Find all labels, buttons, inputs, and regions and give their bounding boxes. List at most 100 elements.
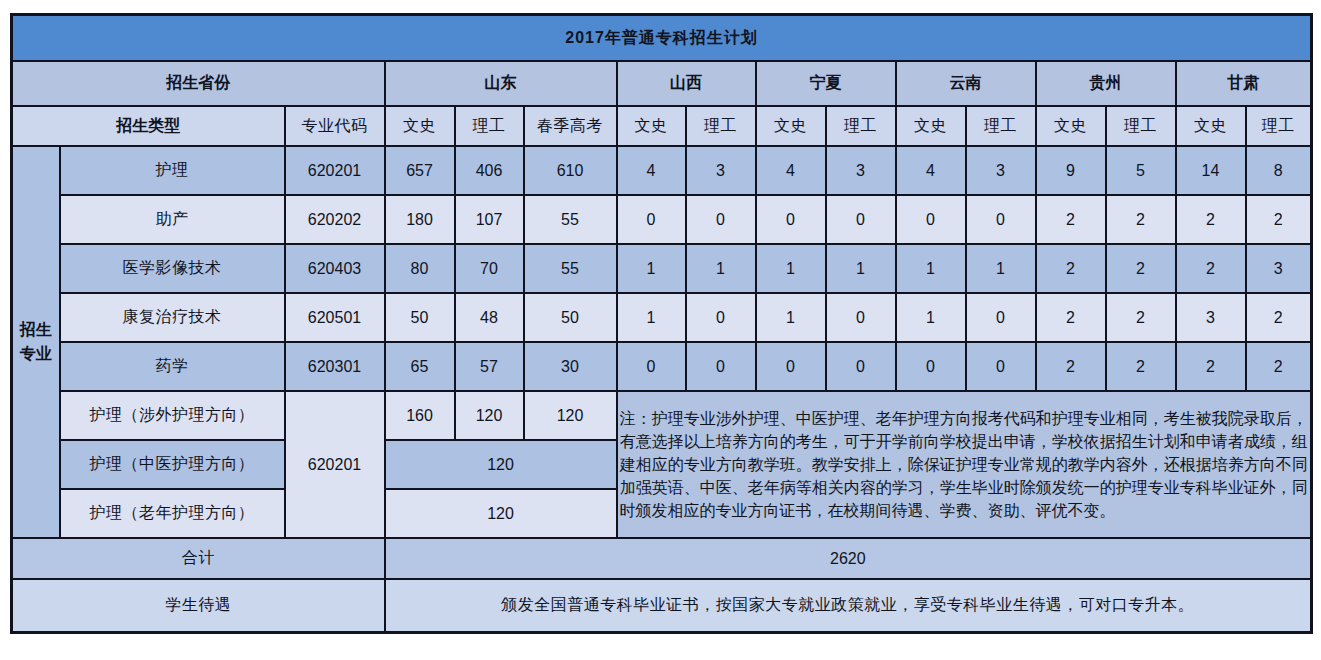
cell: 2 <box>1176 342 1246 391</box>
major-name: 护理 <box>60 146 285 195</box>
col-gansu-ligong: 理工 <box>1246 106 1312 146</box>
cell: 2 <box>1176 244 1246 293</box>
total-label: 合计 <box>12 538 385 579</box>
col-shandong-wenshi: 文史 <box>385 106 455 146</box>
cell: 2 <box>1106 293 1176 342</box>
major-name: 药学 <box>60 342 285 391</box>
col-gansu-wenshi: 文史 <box>1176 106 1246 146</box>
treatment-row: 学生待遇 颁发全国普通专科毕业证书，按国家大专就业政策就业，享受专科毕业生待遇，… <box>12 579 1312 633</box>
type-header-label: 招生类型 <box>12 106 285 146</box>
major-name: 护理（涉外护理方向） <box>60 391 285 440</box>
cell: 180 <box>385 195 455 244</box>
cell: 0 <box>966 195 1036 244</box>
table-row-shewai: 护理（涉外护理方向） 620201 160 120 120 注：护理专业涉外护理… <box>12 391 1312 440</box>
cell: 0 <box>756 342 826 391</box>
merged-cell: 120 <box>385 489 617 538</box>
cell: 70 <box>455 244 524 293</box>
province-shandong: 山东 <box>385 61 617 106</box>
page: 2017年普通专科招生计划 招生省份 山东 山西 宁夏 云南 贵州 甘肃 招生类… <box>0 0 1321 660</box>
cell: 4 <box>617 146 686 195</box>
province-shanxi: 山西 <box>617 61 756 106</box>
cell: 4 <box>756 146 826 195</box>
cell: 3 <box>966 146 1036 195</box>
cell: 2 <box>1246 293 1312 342</box>
major-group-label: 招生专业 <box>12 146 60 538</box>
cell: 0 <box>896 342 966 391</box>
cell: 0 <box>826 293 896 342</box>
cell: 0 <box>686 195 756 244</box>
cell: 4 <box>896 146 966 195</box>
col-guizhou-wenshi: 文史 <box>1036 106 1106 146</box>
cell: 0 <box>617 195 686 244</box>
table-row-yaoxue: 药学 620301 65 57 30 0 0 0 0 0 0 2 2 2 2 <box>12 342 1312 391</box>
cell: 1 <box>826 244 896 293</box>
cell: 3 <box>686 146 756 195</box>
col-ningxia-wenshi: 文史 <box>756 106 826 146</box>
cell: 160 <box>385 391 455 440</box>
major-name: 助产 <box>60 195 285 244</box>
cell: 107 <box>455 195 524 244</box>
province-header-row: 招生省份 山东 山西 宁夏 云南 贵州 甘肃 <box>12 61 1312 106</box>
major-code: 620201 <box>285 146 385 195</box>
cell: 0 <box>617 342 686 391</box>
cell: 65 <box>385 342 455 391</box>
cell: 1 <box>756 244 826 293</box>
enrollment-plan-table: 2017年普通专科招生计划 招生省份 山东 山西 宁夏 云南 贵州 甘肃 招生类… <box>10 13 1313 634</box>
cell: 120 <box>524 391 617 440</box>
province-header-label: 招生省份 <box>12 61 385 106</box>
cell: 2 <box>1036 293 1106 342</box>
note-text: 注：护理专业涉外护理、中医护理、老年护理方向报考代码和护理专业相同，考生被我院录… <box>617 391 1312 538</box>
major-name: 医学影像技术 <box>60 244 285 293</box>
cell: 0 <box>756 195 826 244</box>
cell: 2 <box>1246 195 1312 244</box>
title-row: 2017年普通专科招生计划 <box>12 15 1312 62</box>
province-guizhou: 贵州 <box>1036 61 1176 106</box>
total-row: 合计 2620 <box>12 538 1312 579</box>
cell: 406 <box>455 146 524 195</box>
cell: 1 <box>896 244 966 293</box>
cell: 2 <box>1036 342 1106 391</box>
col-ningxia-ligong: 理工 <box>826 106 896 146</box>
cell: 3 <box>1176 293 1246 342</box>
cell: 2 <box>1246 342 1312 391</box>
cell: 0 <box>826 342 896 391</box>
cell: 3 <box>1246 244 1312 293</box>
major-code: 620501 <box>285 293 385 342</box>
cell: 14 <box>1176 146 1246 195</box>
cell: 1 <box>896 293 966 342</box>
cell: 5 <box>1106 146 1176 195</box>
cell: 9 <box>1036 146 1106 195</box>
province-ningxia: 宁夏 <box>756 61 896 106</box>
cell: 2 <box>1106 195 1176 244</box>
cell: 1 <box>617 244 686 293</box>
cell: 0 <box>896 195 966 244</box>
major-code: 620202 <box>285 195 385 244</box>
cell: 1 <box>966 244 1036 293</box>
table-row-kangfu: 康复治疗技术 620501 50 48 50 1 0 1 0 1 0 2 2 3… <box>12 293 1312 342</box>
col-shandong-chunji: 春季高考 <box>524 106 617 146</box>
cell: 55 <box>524 195 617 244</box>
cell: 48 <box>455 293 524 342</box>
cell: 657 <box>385 146 455 195</box>
cell: 2 <box>1176 195 1246 244</box>
cell: 1 <box>756 293 826 342</box>
cell: 1 <box>617 293 686 342</box>
treatment-value: 颁发全国普通专科毕业证书，按国家大专就业政策就业，享受专科毕业生待遇，可对口专升… <box>385 579 1312 633</box>
major-code: 620301 <box>285 342 385 391</box>
cell: 2 <box>1106 342 1176 391</box>
table-row-huli: 招生专业 护理 620201 657 406 610 4 3 4 3 4 3 9… <box>12 146 1312 195</box>
col-yunnan-wenshi: 文史 <box>896 106 966 146</box>
page-title: 2017年普通专科招生计划 <box>12 15 1312 62</box>
col-shandong-ligong: 理工 <box>455 106 524 146</box>
cell: 8 <box>1246 146 1312 195</box>
cell: 2 <box>1106 244 1176 293</box>
cell: 120 <box>455 391 524 440</box>
major-name: 护理（中医护理方向） <box>60 440 285 489</box>
treatment-label: 学生待遇 <box>12 579 385 633</box>
cell: 2 <box>1036 244 1106 293</box>
cell: 3 <box>826 146 896 195</box>
cell: 1 <box>686 244 756 293</box>
table-row-zhuchan: 助产 620202 180 107 55 0 0 0 0 0 0 2 2 2 2 <box>12 195 1312 244</box>
subject-header-row: 招生类型 专业代码 文史 理工 春季高考 文史 理工 文史 理工 文史 理工 文… <box>12 106 1312 146</box>
cell: 55 <box>524 244 617 293</box>
